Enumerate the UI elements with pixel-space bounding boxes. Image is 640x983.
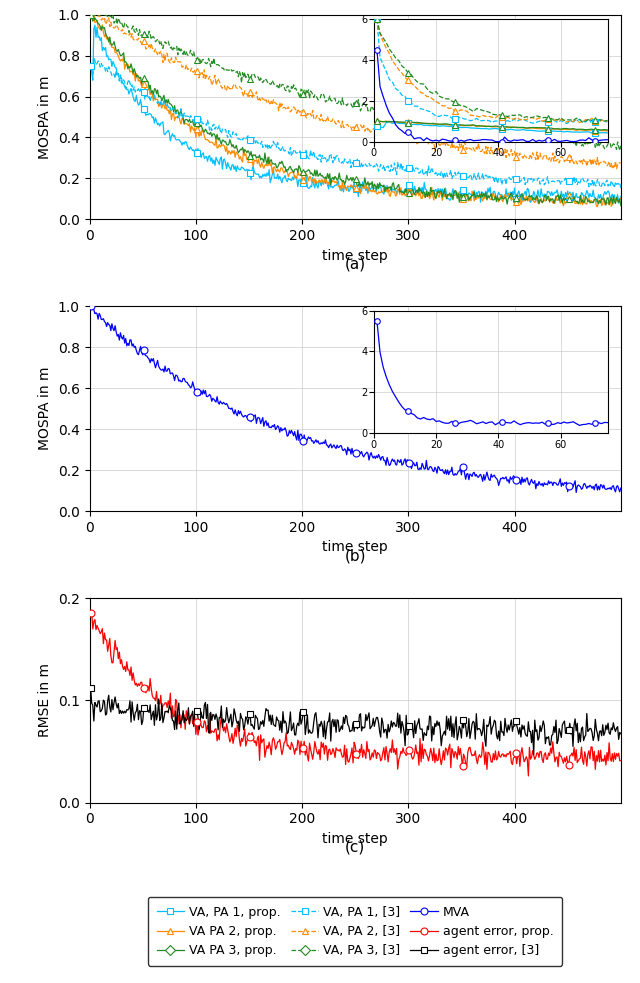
X-axis label: time step: time step	[323, 249, 388, 262]
Text: (a): (a)	[344, 257, 366, 271]
X-axis label: time step: time step	[323, 832, 388, 846]
Text: (c): (c)	[345, 839, 365, 855]
Y-axis label: RMSE in m: RMSE in m	[38, 664, 52, 737]
Y-axis label: MOSPA in m: MOSPA in m	[38, 76, 52, 159]
Legend: VA, PA 1, prop., VA PA 2, prop., VA PA 3, prop., VA, PA 1, [3], VA, PA 2, [3], V: VA, PA 1, prop., VA PA 2, prop., VA PA 3…	[148, 897, 563, 966]
Y-axis label: MOSPA in m: MOSPA in m	[38, 367, 52, 450]
X-axis label: time step: time step	[323, 541, 388, 554]
Text: (b): (b)	[344, 549, 366, 563]
